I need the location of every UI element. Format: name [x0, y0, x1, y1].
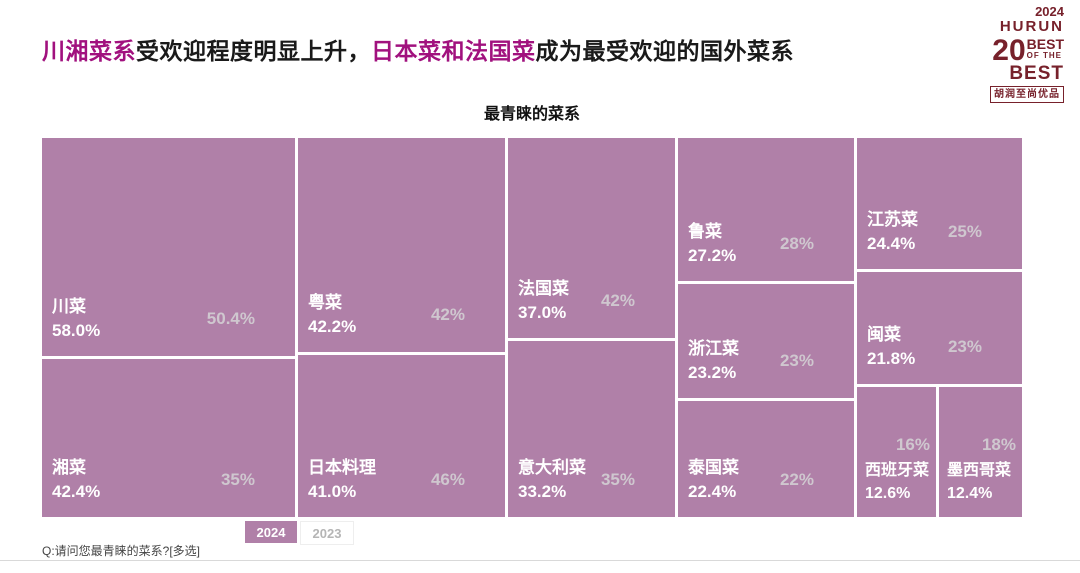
value-2023: 42%: [600, 291, 635, 311]
treemap-block-lucai: 鲁菜 27.2% 28%: [678, 138, 854, 281]
treemap-block-chuancai: 川菜 58.0% 50.4%: [42, 138, 295, 356]
value-2024: 21.8%: [867, 349, 916, 369]
logo-best-row: 20 BEST OF THE: [972, 33, 1064, 67]
hurun-logo: 2024 HURUN 20 BEST OF THE BEST 胡润至尚优品: [972, 4, 1064, 103]
logo-best-word-2: BEST: [1009, 62, 1064, 84]
value-2023: 22%: [779, 470, 814, 490]
legend-item-2024: 2024: [245, 521, 297, 543]
value-2023: 35%: [220, 470, 255, 490]
treemap-block-jiangsu: 江苏菜 24.4% 25%: [857, 138, 1022, 269]
treemap-block-xiangcai: 湘菜 42.4% 35%: [42, 359, 295, 517]
cuisine-name: 浙江菜: [688, 338, 739, 358]
cuisine-name: 西班牙菜: [865, 461, 930, 479]
title-plain-2: 成为最受欢迎的国外菜系: [535, 38, 794, 64]
cuisine-name: 江苏菜: [867, 209, 918, 229]
value-2024: 23.2%: [688, 363, 737, 383]
cuisine-name: 川菜: [52, 296, 86, 316]
value-2023: 23%: [779, 351, 814, 371]
value-2024: 37.0%: [518, 303, 567, 323]
value-2023: 46%: [430, 470, 465, 490]
title-accent-1: 川湘菜系: [42, 38, 136, 64]
treemap-block-yuecai: 粤菜 42.2% 42%: [298, 138, 505, 352]
cuisine-name: 法国菜: [518, 278, 569, 298]
value-2023: 23%: [947, 337, 982, 357]
treemap-block-xibanya: 16% 西班牙菜 12.6%: [857, 387, 936, 517]
logo-year: 2024: [1035, 4, 1064, 19]
value-2024: 12.6%: [865, 484, 911, 502]
cuisine-name: 闽菜: [867, 324, 901, 344]
value-2024: 41.0%: [308, 482, 357, 502]
value-2024: 22.4%: [688, 482, 737, 502]
treemap-block-faguo: 法国菜 37.0% 42%: [508, 138, 675, 338]
value-2023: 18%: [981, 434, 1016, 454]
treemap-block-taiguo: 泰国菜 22.4% 22%: [678, 401, 854, 517]
page-title: 川湘菜系受欢迎程度明显上升，日本菜和法国菜成为最受欢迎的国外菜系: [42, 32, 794, 66]
title-accent-2: 日本菜和法国菜: [371, 38, 536, 64]
chart-title: 最青睐的菜系: [483, 106, 580, 123]
logo-brand: HURUN: [999, 18, 1064, 36]
value-2023: 50.4%: [206, 309, 255, 329]
cuisine-name: 粤菜: [308, 292, 342, 312]
treemap-block-riben: 日本料理 41.0% 46%: [298, 355, 505, 517]
value-2024: 24.4%: [867, 234, 916, 254]
value-2024: 33.2%: [518, 482, 567, 502]
value-2023: 28%: [779, 234, 814, 254]
value-2023: 42%: [430, 305, 465, 325]
cuisine-name: 湘菜: [52, 457, 86, 477]
value-2024: 27.2%: [688, 246, 737, 266]
cuisine-name: 意大利菜: [518, 457, 586, 477]
value-2024: 42.4%: [52, 482, 101, 502]
treemap-chart: 川菜 58.0% 50.4% 湘菜 42.4% 35% 粤菜 42.2% 42%…: [42, 138, 1022, 517]
bottom-divider: [0, 560, 1080, 561]
chart-legend: 2024 2023: [245, 521, 354, 545]
cuisine-name: 鲁菜: [688, 221, 722, 241]
cuisine-name: 墨西哥菜: [947, 461, 1012, 479]
treemap-block-zhejiang: 浙江菜 23.2% 23%: [678, 284, 854, 398]
value-2023: 35%: [600, 470, 635, 490]
value-2023: 16%: [895, 434, 930, 454]
logo-best-word-1: BEST: [1026, 35, 1064, 52]
cuisine-name: 日本料理: [308, 457, 376, 477]
survey-question-footnote: Q:请问您最青睐的菜系?[多选]: [42, 544, 201, 558]
value-2024: 12.4%: [947, 484, 993, 502]
cuisine-name: 泰国菜: [688, 457, 739, 477]
value-2024: 58.0%: [52, 321, 101, 341]
logo-of-the: OF THE: [1026, 50, 1062, 60]
legend-item-2023: 2023: [300, 521, 354, 545]
treemap-block-moxige: 18% 墨西哥菜 12.4%: [939, 387, 1022, 517]
logo-chinese-box: 胡润至尚优品: [990, 85, 1064, 103]
value-2023: 25%: [947, 222, 982, 242]
treemap-block-mincai: 闽菜 21.8% 23%: [857, 272, 1022, 384]
value-2024: 42.2%: [308, 317, 357, 337]
logo-big-number: 20: [992, 33, 1026, 67]
title-plain-1: 受欢迎程度明显上升，: [136, 38, 371, 64]
treemap-block-yidali: 意大利菜 33.2% 35%: [508, 341, 675, 517]
